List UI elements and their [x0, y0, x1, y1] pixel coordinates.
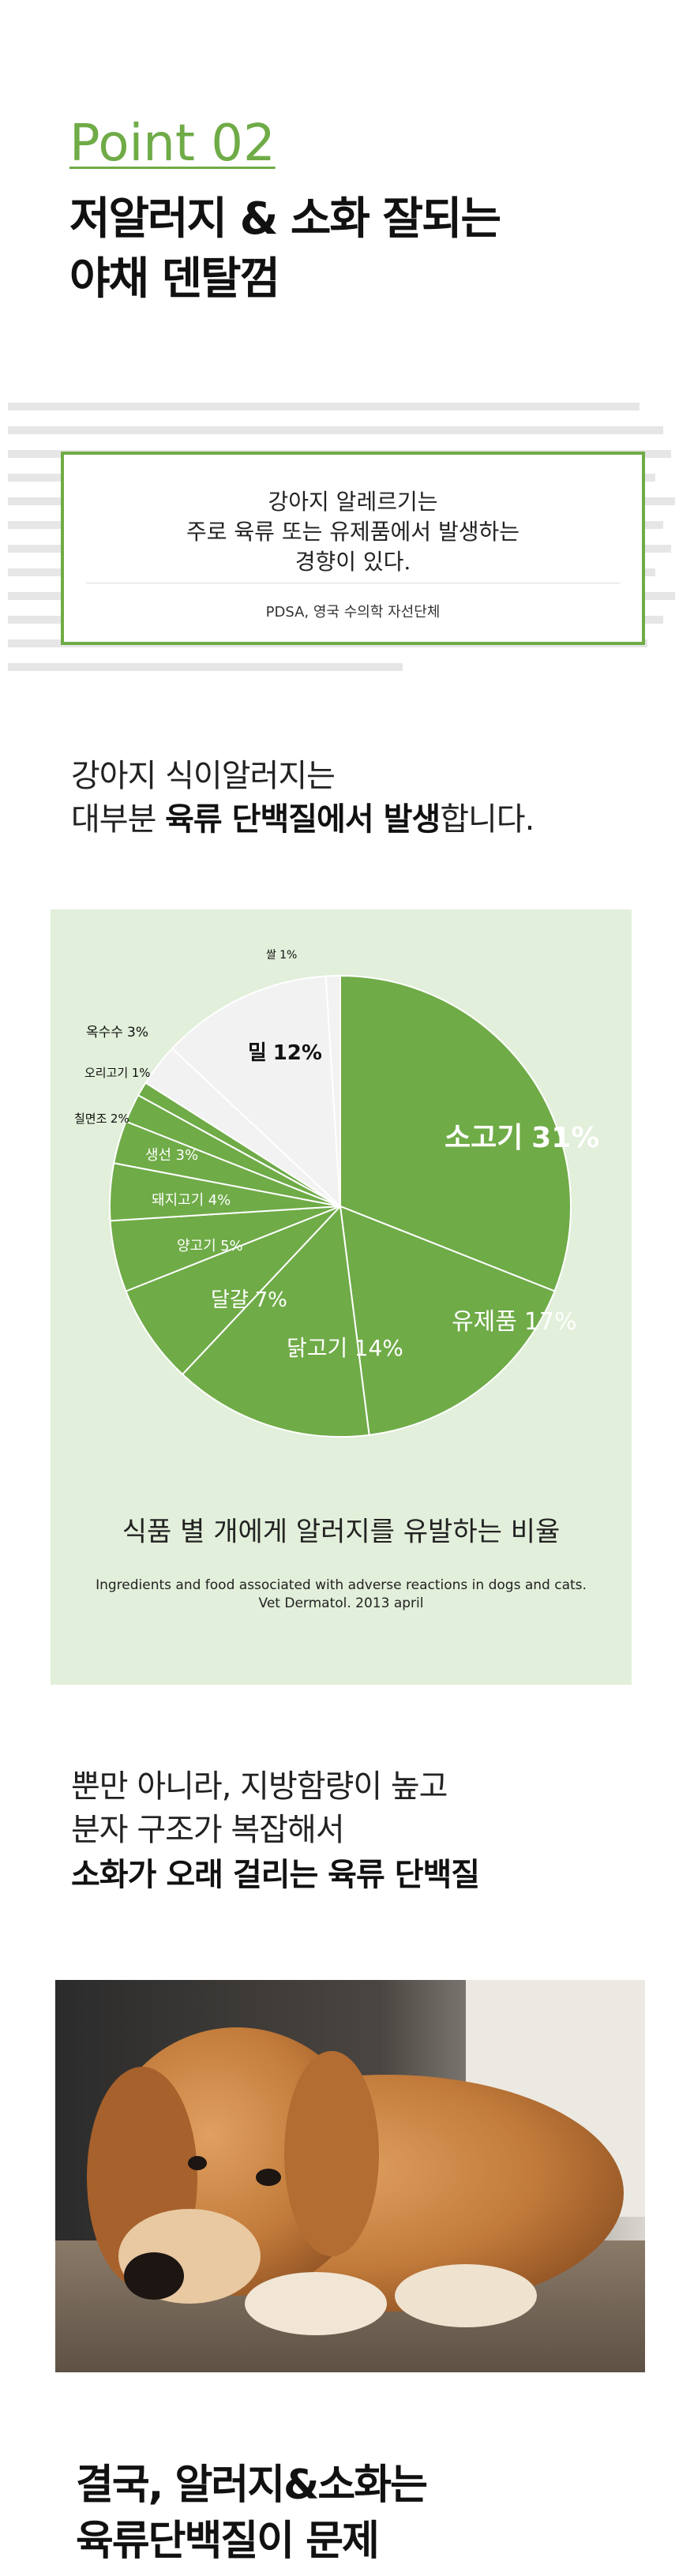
text: 대부분: [71, 801, 166, 838]
title-line: 저알러지 & 소화 잘되는: [69, 193, 501, 245]
quote-line: 강아지 알레르기는: [268, 489, 438, 515]
pie-slice: [324, 974, 341, 1207]
slice-value: 2%: [111, 1112, 129, 1126]
slice-value: 4%: [208, 1192, 231, 1209]
slice-category: 돼지고기: [152, 1192, 204, 1209]
slice-value: 5%: [220, 1238, 243, 1254]
detail-line: 소화가 오래 걸리는 육류 단백질: [71, 1857, 480, 1893]
intro-line: 대부분 육류 단백질에서 발생합니다.: [71, 793, 535, 839]
slice-value: 7%: [255, 1288, 287, 1312]
slice-value: 12%: [273, 1041, 322, 1065]
quote-box: 강아지 알레르기는 주로 육류 또는 유제품에서 발생하는 경향이 있다. PD…: [61, 452, 645, 645]
slice-category: 닭고기: [287, 1335, 347, 1361]
slice-label: 칠면조 2%: [74, 1112, 129, 1126]
pie-slice: [125, 1206, 341, 1376]
slice-label: 달걀 7%: [211, 1288, 287, 1312]
slice-category: 생선: [145, 1147, 171, 1164]
slice-value: 1%: [279, 949, 297, 962]
slice-value: 1%: [132, 1066, 151, 1080]
dog-photo: [55, 1980, 645, 2372]
conclusion-line: 결국, 알러지&소화는: [76, 2462, 428, 2509]
slice-category: 옥수수: [86, 1025, 123, 1041]
slice-category: 양고기: [177, 1238, 216, 1254]
pie-slice: [339, 1205, 556, 1436]
emphasis: 육류 단백질에서 발생: [165, 801, 441, 838]
slice-label: 옥수수 3%: [86, 1025, 148, 1041]
slice-category: 달걀: [211, 1288, 249, 1312]
quote-line: 주로 육류 또는 유제품에서 발생하는: [186, 519, 520, 545]
detail-line: 분자 구조가 복잡해서: [71, 1812, 345, 1848]
slice-label: 밀 12%: [248, 1041, 322, 1065]
slice-category: 오리고기: [84, 1066, 128, 1080]
slice-label: 유제품 17%: [452, 1308, 577, 1336]
title-line: 야채 덴탈껌: [69, 253, 280, 305]
slice-value: 17%: [524, 1308, 577, 1336]
slice-label: 오리고기 1%: [84, 1066, 151, 1080]
slice-category: 칠면조: [74, 1112, 107, 1126]
slice-label: 쌀 1%: [266, 949, 297, 962]
slice-value: 14%: [355, 1335, 403, 1361]
quote-source: PDSA, 영국 수의학 자선단체: [265, 604, 441, 621]
slice-category: 쌀: [266, 949, 276, 962]
chart-source: Vet Dermatol. 2013 april: [259, 1595, 424, 1611]
slice-value: 3%: [127, 1025, 148, 1041]
slice-label: 소고기 31%: [445, 1122, 599, 1154]
eyebrow: Point 02: [69, 114, 276, 173]
pie-slice: [181, 1204, 370, 1438]
chart-source: Ingredients and food associated with adv…: [96, 1577, 587, 1593]
chart-panel: 소고기 31% 유제품 17% 닭고기 14% 달걀 7% 양고기 5% 돼지고기 4% 생선 3% 칠면조…: [51, 909, 632, 1685]
pie-chart: 소고기 31% 유제품 17% 닭고기 14% 달걀 7% 양고기 5% 돼지고기 4% 생선 3% 칠면조…: [74, 949, 599, 1611]
slice-label: 돼지고기 4%: [152, 1192, 231, 1209]
pie-slice: [340, 974, 572, 1292]
slice-category: 밀: [248, 1041, 267, 1065]
slice-label: 닭고기 14%: [287, 1335, 403, 1361]
slice-label: 양고기 5%: [177, 1238, 243, 1254]
slice-label: 생선 3%: [145, 1147, 198, 1164]
pie-slice: [171, 975, 342, 1209]
conclusion-line: 육류단백질이 문제: [76, 2518, 380, 2565]
slice-value: 3%: [176, 1147, 199, 1164]
slice-category: 유제품: [452, 1308, 517, 1336]
slice-category: 소고기: [445, 1122, 523, 1154]
slice-value: 31%: [531, 1122, 599, 1154]
detail-line: 뿐만 아니라, 지방함량이 높고: [71, 1768, 448, 1805]
chart-title: 식품 별 개에게 알러지를 유발하는 비율: [122, 1517, 561, 1548]
text: 합니다.: [440, 801, 535, 838]
quote-line: 경향이 있다.: [294, 549, 411, 575]
intro-line: 강아지 식이알러지는: [71, 758, 336, 794]
